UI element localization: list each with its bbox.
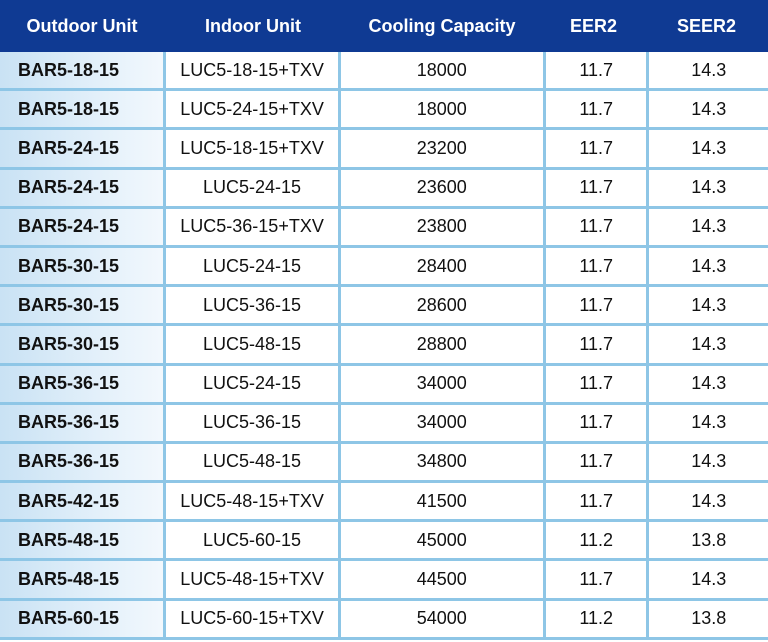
outdoor-unit-cell: BAR5-30-15 (0, 247, 164, 285)
seer2-cell: 14.3 (649, 443, 768, 481)
outdoor-unit-cell: BAR5-24-15 (0, 169, 164, 206)
indoor-unit-cell: LUC5-36-15 (166, 404, 338, 441)
seer2-cell: 14.3 (649, 287, 768, 324)
eer2-cell: 11.2 (545, 522, 647, 559)
eer2-cell: 11.2 (545, 600, 647, 637)
seer2-cell: 14.3 (649, 561, 768, 598)
outdoor-unit-cell: BAR5-18-15 (0, 91, 164, 128)
cooling-capacity-cell: 34000 (340, 365, 543, 402)
cooling-capacity-cell: 23200 (340, 130, 543, 167)
indoor-unit-cell: LUC5-18-15+TXV (166, 130, 338, 167)
seer2-cell: 14.3 (649, 365, 768, 402)
cooling-capacity-cell: 28600 (340, 287, 543, 324)
seer2-cell: 13.8 (649, 522, 768, 559)
eer2-cell: 11.7 (545, 483, 647, 520)
table-row: BAR5-24-15 LUC5-24-15 23600 11.7 14.3 (0, 169, 768, 209)
cooling-capacity-cell: 28800 (340, 326, 543, 363)
indoor-unit-cell: LUC5-24-15 (166, 169, 338, 206)
eer2-cell: 11.7 (545, 443, 647, 481)
indoor-unit-cell: LUC5-24-15 (166, 365, 338, 402)
indoor-unit-cell: LUC5-48-15+TXV (166, 483, 338, 520)
table-row: BAR5-24-15 LUC5-36-15+TXV 23800 11.7 14.3 (0, 208, 768, 248)
eer2-cell: 11.7 (545, 52, 647, 89)
eer2-cell: 11.7 (545, 287, 647, 324)
header-cooling-capacity: Cooling Capacity (368, 15, 516, 36)
cooling-capacity-cell: 18000 (340, 52, 543, 89)
table-row: BAR5-42-15 LUC5-48-15+TXV 41500 11.7 14.3 (0, 483, 768, 523)
eer2-cell: 11.7 (545, 326, 647, 363)
indoor-unit-cell: LUC5-48-15+TXV (166, 561, 338, 598)
seer2-cell: 14.3 (649, 52, 768, 89)
indoor-unit-cell: LUC5-60-15 (166, 522, 338, 559)
eer2-cell: 11.7 (545, 208, 647, 245)
outdoor-unit-cell: BAR5-24-15 (0, 208, 164, 245)
indoor-unit-cell: LUC5-36-15+TXV (166, 208, 338, 245)
cooling-capacity-cell: 23600 (340, 169, 543, 206)
header-indoor-unit: Indoor Unit (205, 15, 301, 36)
cooling-capacity-cell: 44500 (340, 561, 543, 598)
table-row: BAR5-30-15 LUC5-36-15 28600 11.7 14.3 (0, 287, 768, 327)
eer2-cell: 11.7 (545, 130, 647, 167)
cooling-capacity-cell: 41500 (340, 483, 543, 520)
table-body: BAR5-18-15 LUC5-18-15+TXV 18000 11.7 14.3 BAR… (0, 52, 768, 640)
seer2-cell: 14.3 (649, 169, 768, 206)
eer2-cell: 11.7 (545, 561, 647, 598)
table-row: BAR5-36-15 LUC5-24-15 34000 11.7 14.3 (0, 365, 768, 405)
cooling-capacity-cell: 45000 (340, 522, 543, 559)
eer2-cell: 11.7 (545, 91, 647, 128)
seer2-cell: 14.3 (649, 404, 768, 441)
outdoor-unit-cell: BAR5-36-15 (0, 443, 164, 481)
outdoor-unit-cell: BAR5-30-15 (0, 326, 164, 363)
table-row: BAR5-30-15 LUC5-24-15 28400 11.7 14.3 (0, 247, 768, 288)
table-row: BAR5-36-15 LUC5-48-15 34800 11.7 14.3 (0, 443, 768, 484)
cooling-capacity-cell: 28400 (340, 247, 543, 285)
cooling-capacity-cell: 23800 (340, 208, 543, 245)
eer2-cell: 11.7 (545, 169, 647, 206)
indoor-unit-cell: LUC5-60-15+TXV (166, 600, 338, 637)
cooling-capacity-cell: 34000 (340, 404, 543, 441)
table-row: BAR5-36-15 LUC5-36-15 34000 11.7 14.3 (0, 404, 768, 444)
outdoor-unit-cell: BAR5-36-15 (0, 365, 164, 402)
outdoor-unit-cell: BAR5-30-15 (0, 287, 164, 324)
indoor-unit-cell: LUC5-48-15 (166, 326, 338, 363)
table-row: BAR5-48-15 LUC5-60-15 45000 11.2 13.8 (0, 522, 768, 562)
header-seer2: SEER2 (676, 15, 737, 36)
table-row: BAR5-30-15 LUC5-48-15 28800 11.7 14.3 (0, 326, 768, 366)
table-row: BAR5-18-15 LUC5-24-15+TXV 18000 11.7 14.3 (0, 91, 768, 131)
cooling-capacity-cell: 18000 (340, 91, 543, 128)
cooling-capacity-cell: 34800 (340, 443, 543, 481)
eer2-cell: 11.7 (545, 247, 647, 285)
table-row: BAR5-24-15 LUC5-18-15+TXV 23200 11.7 14.3 (0, 130, 768, 170)
seer2-cell: 14.3 (649, 130, 768, 167)
eer2-cell: 11.7 (545, 404, 647, 441)
outdoor-unit-cell: BAR5-24-15 (0, 130, 164, 167)
outdoor-unit-cell: BAR5-42-15 (0, 483, 164, 520)
seer2-cell: 14.3 (649, 483, 768, 520)
indoor-unit-cell: LUC5-18-15+TXV (166, 52, 338, 89)
table-row: BAR5-48-15 LUC5-48-15+TXV 44500 11.7 14.3 (0, 561, 768, 601)
header-outdoor-unit: Outdoor Unit (26, 15, 138, 36)
outdoor-unit-cell: BAR5-36-15 (0, 404, 164, 441)
outdoor-unit-cell: BAR5-60-15 (0, 600, 164, 637)
seer2-cell: 14.3 (649, 91, 768, 128)
table-row: BAR5-60-15 LUC5-60-15+TXV 54000 11.2 13.8 (0, 600, 768, 640)
seer2-cell: 14.3 (649, 247, 768, 285)
header-eer2: EER2 (569, 15, 618, 36)
table-row: BAR5-18-15 LUC5-18-15+TXV 18000 11.7 14.3 (0, 52, 768, 92)
indoor-unit-cell: LUC5-48-15 (166, 443, 338, 481)
seer2-cell: 13.8 (649, 600, 768, 637)
indoor-unit-cell: LUC5-24-15 (166, 247, 338, 285)
indoor-unit-cell: LUC5-36-15 (166, 287, 338, 324)
cooling-capacity-cell: 54000 (340, 600, 543, 637)
seer2-cell: 14.3 (649, 326, 768, 363)
table-header: Outdoor Unit Indoor Unit Cooling Capacit… (0, 0, 768, 52)
outdoor-unit-cell: BAR5-18-15 (0, 52, 164, 89)
seer2-cell: 14.3 (649, 208, 768, 245)
indoor-unit-cell: LUC5-24-15+TXV (166, 91, 338, 128)
outdoor-unit-cell: BAR5-48-15 (0, 561, 164, 598)
eer2-cell: 11.7 (545, 365, 647, 402)
outdoor-unit-cell: BAR5-48-15 (0, 522, 164, 559)
